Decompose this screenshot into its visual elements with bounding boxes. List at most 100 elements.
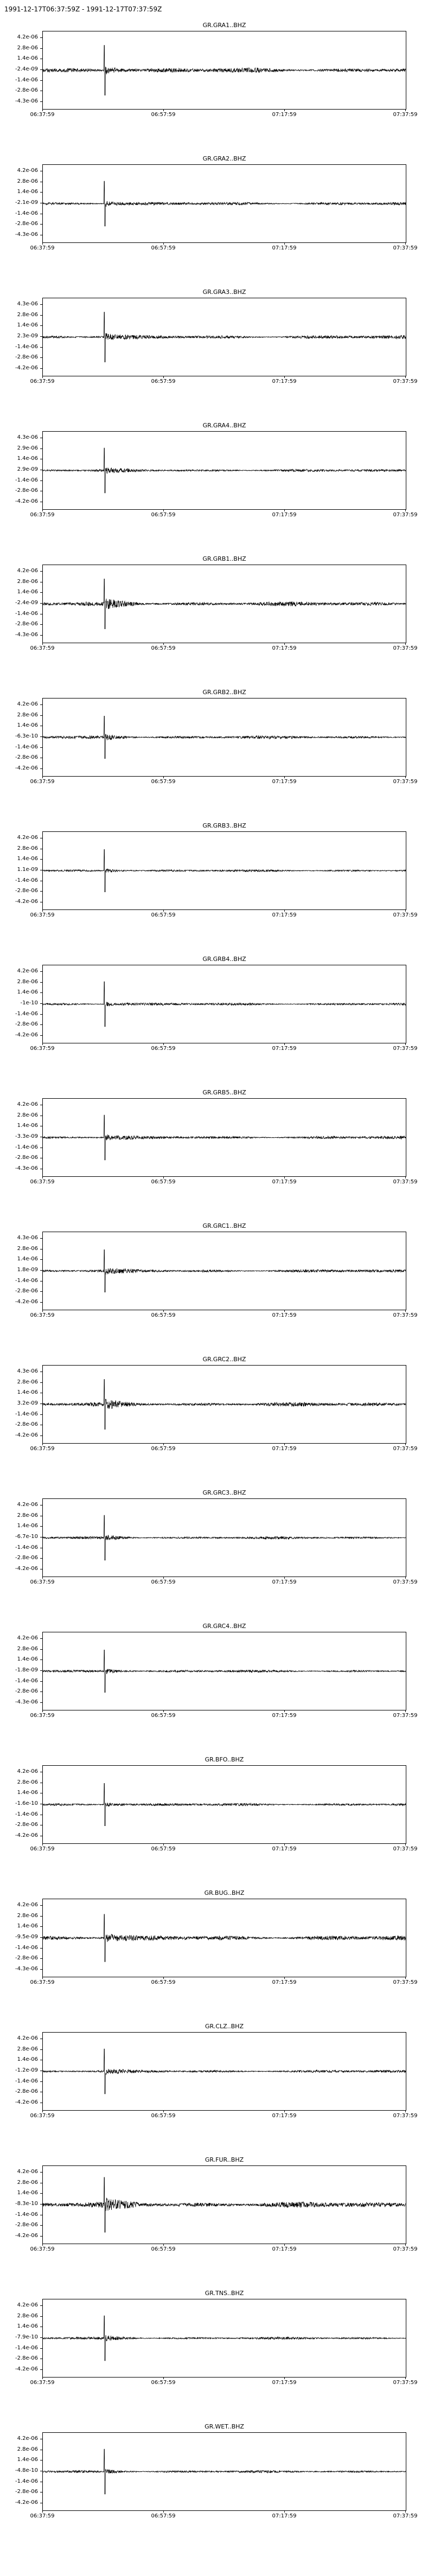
x-tick-mark [405, 643, 406, 645]
y-tick-mark [40, 1003, 42, 1004]
y-tick-label: 2.8e-06 [17, 845, 38, 851]
panel-title: GR.GRB2..BHZ [202, 689, 246, 696]
y-tick-label: -2.4e-09 [15, 600, 38, 606]
waveform-trace [43, 312, 406, 362]
panel-title: GR.GRB1..BHZ [202, 555, 246, 562]
x-tick-label: 07:17:59 [272, 1179, 297, 1185]
waveform-trace [43, 1783, 406, 1826]
y-tick-label: 1.4e-06 [17, 1256, 38, 1263]
trace-svg [43, 45, 406, 95]
y-tick-label: -4.2e-06 [15, 1299, 38, 1305]
y-tick-label: -1.4e-06 [15, 76, 38, 83]
y-tick-label: 4.2e-06 [17, 1101, 38, 1107]
panel-title: GR.GRC3..BHZ [202, 1489, 246, 1496]
x-tick-mark [163, 643, 164, 645]
y-tick-mark [40, 992, 42, 994]
x-tick-label: 07:17:59 [272, 2113, 297, 2119]
panel-title: GR.CLZ..BHZ [205, 2023, 244, 2030]
waveform-trace [43, 447, 406, 494]
y-tick-label: 2.8e-06 [17, 1512, 38, 1518]
y-tick-label: -1.4e-06 [15, 1677, 38, 1684]
trace-plot-area [42, 831, 406, 910]
x-tick-mark [405, 776, 406, 778]
y-tick-label: -2.1e-09 [15, 200, 38, 206]
y-tick-label: -4.3e-06 [15, 98, 38, 104]
y-tick-label: -4.2e-06 [15, 365, 38, 371]
y-tick-mark [40, 1558, 42, 1559]
x-tick-mark [284, 2510, 285, 2513]
trace-plot-area [42, 1498, 406, 1577]
y-tick-label: -6.3e-10 [15, 733, 38, 739]
y-tick-label: 4.2e-06 [17, 2436, 38, 2442]
y-tick-label: -2.8e-06 [15, 1021, 38, 1028]
y-tick-label: 2.8e-06 [17, 2179, 38, 2186]
x-tick-label: 07:17:59 [272, 1979, 297, 1985]
x-tick-mark [163, 2377, 164, 2379]
y-tick-label: 2.8e-06 [17, 311, 38, 318]
x-tick-mark [284, 376, 285, 378]
seismogram-panel: GR.GRC1..BHZ 4.3e-06 2.8e-06 1.4e-06 1.8e-09… [0, 1222, 434, 1323]
panel-title: GR.GRB4..BHZ [202, 956, 246, 963]
y-tick-mark [40, 1915, 42, 1917]
y-tick-label: 4.3e-06 [17, 1368, 38, 1374]
x-tick-label: 07:17:59 [272, 2246, 297, 2252]
y-tick-label: 4.3e-06 [17, 1235, 38, 1241]
trace-plot-area [42, 298, 406, 376]
x-tick-label: 07:37:59 [393, 112, 418, 118]
y-tick-mark [40, 1649, 42, 1650]
x-tick-mark [42, 1710, 43, 1712]
y-tick-label: -2.8e-06 [15, 87, 38, 94]
x-tick-mark [42, 1310, 43, 1312]
y-tick-label: 1.4e-06 [17, 2457, 38, 2463]
y-tick-label: 1.1e-09 [17, 867, 38, 873]
x-tick-mark [42, 909, 43, 912]
x-tick-mark [284, 109, 285, 111]
x-tick-label: 06:57:59 [151, 1979, 176, 1985]
x-tick-label: 07:17:59 [272, 2380, 297, 2386]
panel-title: GR.GRC1..BHZ [202, 1222, 246, 1229]
x-tick-label: 06:57:59 [151, 912, 176, 918]
x-tick-mark [284, 1443, 285, 1445]
y-tick-label: 1.4e-06 [17, 2190, 38, 2196]
waveform-trace [43, 2048, 406, 2094]
panel-title: GR.BUG..BHZ [204, 1889, 245, 1896]
y-tick-mark [40, 2081, 42, 2082]
trace-svg [43, 2315, 406, 2361]
seismogram-panel: GR.CLZ..BHZ 4.2e-06 2.8e-06 1.4e-06 -1.2e-09… [0, 2023, 434, 2123]
y-tick-label: -4.3e-06 [15, 1966, 38, 1972]
y-tick-mark [40, 357, 42, 358]
y-tick-label: -2.8e-06 [15, 1822, 38, 1828]
y-tick-label: 2.8e-06 [17, 712, 38, 718]
y-tick-label: -2.8e-06 [15, 2222, 38, 2228]
y-tick-label: -4.2e-06 [15, 899, 38, 905]
waveform-trace [43, 981, 406, 1027]
x-tick-label: 06:57:59 [151, 2113, 176, 2119]
y-tick-mark [40, 2305, 42, 2306]
x-tick-label: 07:37:59 [393, 2246, 418, 2252]
y-tick-label: -4.2e-06 [15, 1432, 38, 1438]
x-tick-label: 06:57:59 [151, 1446, 176, 1452]
x-tick-label: 07:37:59 [393, 1179, 418, 1185]
x-tick-mark [405, 2110, 406, 2112]
x-tick-label: 06:37:59 [30, 2380, 55, 2386]
trace-plot-area [42, 1765, 406, 1844]
x-tick-mark [42, 776, 43, 778]
y-tick-mark [40, 2369, 42, 2370]
x-tick-label: 06:57:59 [151, 512, 176, 518]
y-tick-label: 1.4e-06 [17, 989, 38, 996]
x-tick-label: 06:37:59 [30, 1713, 55, 1719]
x-tick-label: 07:17:59 [272, 512, 297, 518]
y-tick-mark [40, 1958, 42, 1959]
y-tick-label: -1.4e-06 [15, 1944, 38, 1951]
x-tick-label: 06:37:59 [30, 1446, 55, 1452]
x-tick-mark [405, 1710, 406, 1712]
seismogram-panel: GR.GRB5..BHZ 4.2e-06 2.8e-06 1.4e-06 -3.3e-0… [0, 1089, 434, 1189]
y-tick-mark [40, 448, 42, 449]
trace-plot-area [42, 565, 406, 643]
x-tick-label: 06:37:59 [30, 1046, 55, 1052]
trace-plot-area [42, 2032, 406, 2111]
trace-plot-area [42, 698, 406, 777]
x-tick-label: 07:37:59 [393, 779, 418, 785]
trace-svg [43, 1114, 406, 1161]
x-tick-mark [284, 909, 285, 912]
